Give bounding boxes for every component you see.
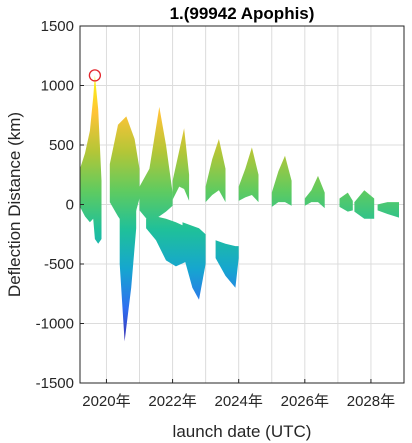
x-tick-label: 2022年 — [148, 393, 196, 410]
deflection-band-3 — [119, 192, 137, 342]
deflection-band-11 — [271, 155, 292, 207]
deflection-band-5 — [146, 216, 190, 267]
deflection-band-8 — [205, 139, 226, 203]
deflection-band-10 — [238, 147, 259, 203]
y-tick-label: 0 — [66, 197, 74, 214]
x-tick-label: 2020年 — [82, 393, 130, 410]
y-tick-label: 1500 — [41, 18, 74, 35]
peak-marker — [88, 69, 102, 82]
x-tick-label: 2024年 — [215, 393, 263, 410]
deflection-band-12 — [304, 175, 325, 209]
deflection-band-9 — [215, 240, 239, 288]
y-tick-label: -500 — [44, 256, 74, 273]
data-bands — [80, 75, 399, 342]
x-tick-label: 2026年 — [281, 393, 329, 410]
y-tick-label: 1000 — [41, 78, 74, 95]
chart-title: 1.(99942 Apophis) — [170, 4, 315, 23]
y-tick-labels: -1500 -1000 -500 0 500 1000 1500 — [36, 18, 84, 392]
deflection-band-13 — [339, 192, 353, 212]
deflection-band-6 — [172, 128, 190, 201]
deflection-band-14 — [354, 190, 375, 219]
x-tick-label: 2028年 — [347, 393, 395, 410]
x-axis-label: launch date (UTC) — [173, 422, 312, 441]
y-axis-label: Deflection Distance (km) — [5, 112, 24, 297]
deflection-band-7 — [182, 222, 206, 300]
deflection-band-4 — [139, 106, 173, 223]
y-tick-label: 500 — [49, 137, 74, 154]
x-tick-labels: 2020年 2022年 2024年 2026年 2028年 — [82, 379, 395, 410]
peak-marker-layer — [88, 69, 102, 82]
deflection-band-2 — [109, 116, 140, 229]
deflection-band-1 — [80, 75, 102, 244]
y-tick-label: -1000 — [36, 316, 74, 333]
deflection-band-15 — [377, 202, 399, 218]
y-tick-label: -1500 — [36, 375, 74, 392]
